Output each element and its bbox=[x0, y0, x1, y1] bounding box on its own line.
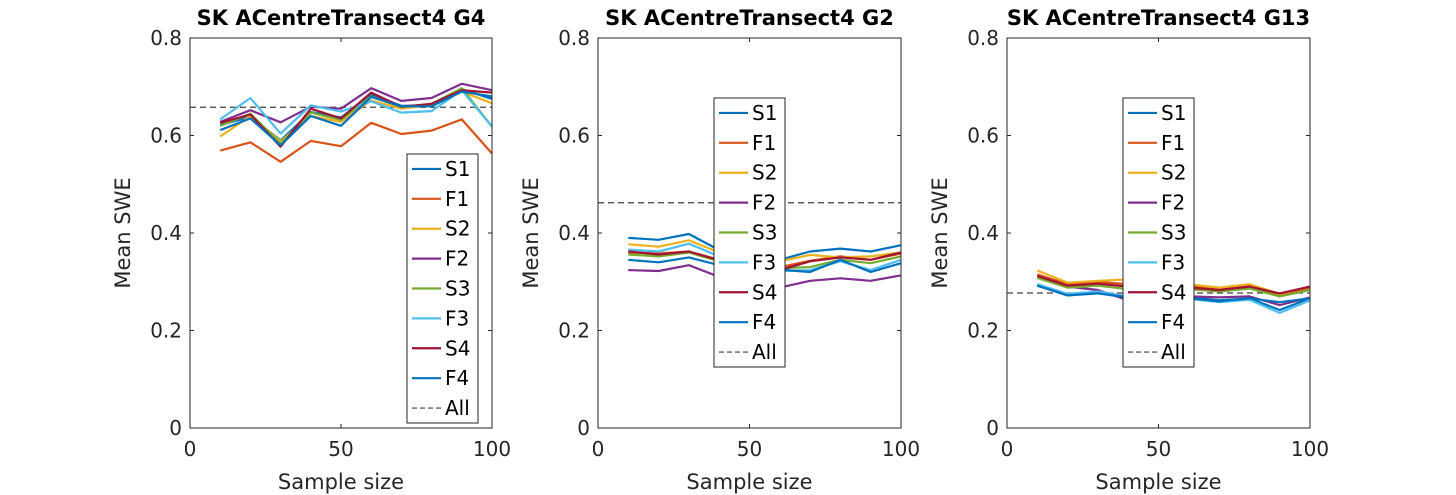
y-tick-label: 0.6 bbox=[150, 124, 182, 148]
x-tick-label: 0 bbox=[1001, 437, 1014, 461]
y-tick-label: 0.8 bbox=[558, 26, 590, 50]
series-line-f1 bbox=[219, 118, 493, 163]
legend-label-s1: S1 bbox=[752, 101, 777, 125]
y-tick-label: 0.4 bbox=[150, 221, 182, 245]
legend-label-f4: F4 bbox=[752, 310, 776, 334]
legend-label-all: All bbox=[752, 340, 777, 364]
chart-panel-2: 0 0.2 0.4 0.6 0.8 0 50 100 SK ACentreTransect4 G… bbox=[519, 6, 920, 494]
series-line-f4 bbox=[219, 90, 493, 147]
legend-label-s2: S2 bbox=[752, 161, 777, 185]
chart-title: SK ACentreTransect4 G13 bbox=[1007, 6, 1310, 30]
y-axis-label: Mean SWE bbox=[111, 177, 135, 288]
x-axis-label: Sample size bbox=[1095, 470, 1221, 494]
y-tick-label: 0.6 bbox=[558, 124, 590, 148]
legend-label-s4: S4 bbox=[752, 280, 777, 304]
y-tick-label: 0.4 bbox=[967, 221, 999, 245]
x-axis-label: Sample size bbox=[686, 470, 812, 494]
chart-title: SK ACentreTransect4 G4 bbox=[197, 6, 486, 30]
legend-label-s4: S4 bbox=[445, 336, 470, 360]
chart-panel-3: 0 0.2 0.4 0.6 0.8 0 50 100 SK ACentreTransect4 G… bbox=[928, 6, 1329, 494]
x-tick-label: 0 bbox=[184, 437, 197, 461]
legend-label-all: All bbox=[445, 396, 470, 420]
x-tick-label: 100 bbox=[1291, 437, 1329, 461]
y-tick-label: 0 bbox=[577, 416, 590, 440]
legend: S1 F1 S2 F2 S3 F3 S4 F4 All bbox=[406, 153, 479, 424]
legend-label-f3: F3 bbox=[445, 306, 469, 330]
legend-label-f1: F1 bbox=[752, 131, 776, 155]
y-tick-label: 0.2 bbox=[150, 319, 182, 343]
x-tick-label: 50 bbox=[737, 437, 762, 461]
x-axis-label: Sample size bbox=[278, 470, 404, 494]
legend-label-f2: F2 bbox=[445, 247, 469, 271]
legend-label-s1: S1 bbox=[445, 157, 470, 181]
legend-label-f2: F2 bbox=[1161, 191, 1185, 215]
x-tick-label: 100 bbox=[473, 437, 511, 461]
x-tick-label: 0 bbox=[592, 437, 605, 461]
legend-label-f1: F1 bbox=[1161, 131, 1185, 155]
legend-label-f2: F2 bbox=[752, 191, 776, 215]
y-tick-label: 0.6 bbox=[967, 124, 999, 148]
legend-label-s3: S3 bbox=[445, 277, 470, 301]
legend: S1 F1 S2 F2 S3 F3 S4 F4 All bbox=[1122, 97, 1195, 368]
legend-label-f3: F3 bbox=[1161, 250, 1185, 274]
y-axis-label: Mean SWE bbox=[519, 177, 543, 288]
y-tick-label: 0.8 bbox=[967, 26, 999, 50]
legend: S1 F1 S2 F2 S3 F3 S4 F4 All bbox=[713, 97, 786, 368]
y-tick-label: 0.2 bbox=[967, 319, 999, 343]
legend-label-s3: S3 bbox=[1161, 221, 1186, 245]
legend-label-f3: F3 bbox=[752, 250, 776, 274]
x-tick-label: 50 bbox=[328, 437, 353, 461]
y-tick-label: 0 bbox=[169, 416, 182, 440]
legend-label-f4: F4 bbox=[1161, 310, 1185, 334]
y-axis-label: Mean SWE bbox=[928, 177, 952, 288]
legend-label-s3: S3 bbox=[752, 221, 777, 245]
x-tick-label: 50 bbox=[1146, 437, 1171, 461]
legend-label-f4: F4 bbox=[445, 366, 469, 390]
legend-label-s1: S1 bbox=[1161, 101, 1186, 125]
legend-label-s2: S2 bbox=[1161, 161, 1186, 185]
legend-label-all: All bbox=[1161, 340, 1186, 364]
legend-label-s4: S4 bbox=[1161, 280, 1186, 304]
chart-title: SK ACentreTransect4 G2 bbox=[605, 6, 894, 30]
chart-panel-1: 0 0.2 0.4 0.6 0.8 0 50 100 SK ACentreTransect4 G… bbox=[111, 6, 511, 494]
y-tick-label: 0.8 bbox=[150, 26, 182, 50]
y-tick-label: 0.2 bbox=[558, 319, 590, 343]
x-tick-label: 100 bbox=[882, 437, 920, 461]
y-tick-label: 0.4 bbox=[558, 221, 590, 245]
y-tick-label: 0 bbox=[986, 416, 999, 440]
legend-label-s2: S2 bbox=[445, 217, 470, 241]
legend-label-f1: F1 bbox=[445, 187, 469, 211]
